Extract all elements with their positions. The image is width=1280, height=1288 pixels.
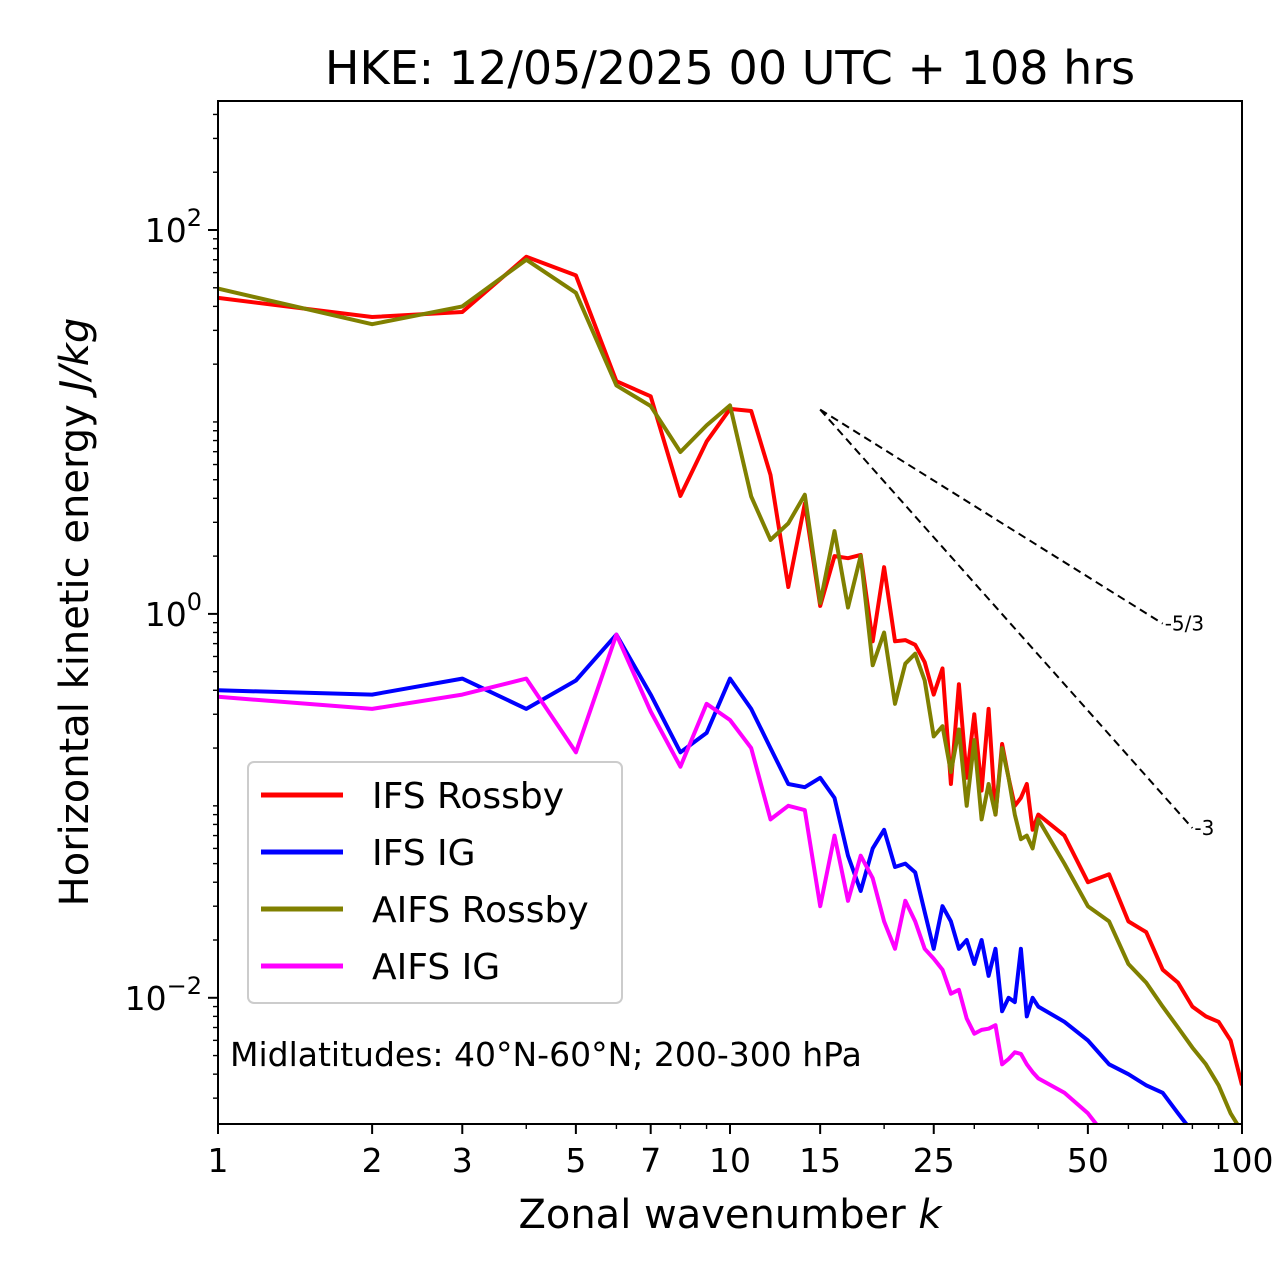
x-tick-label-8: 50 xyxy=(1067,1141,1109,1180)
reference-line-label-1: -3 xyxy=(1194,816,1214,840)
series-line-2 xyxy=(218,257,1240,1124)
x-tick-label-0: 1 xyxy=(208,1141,229,1180)
y-axis-label: Horizontal kinetic energy J/kg xyxy=(52,318,98,907)
reference-line-0 xyxy=(819,408,1164,625)
legend: IFS Rossby IFS IG AIFS Rossby AIFS IG xyxy=(247,761,623,1004)
x-tick-label-4: 7 xyxy=(640,1141,661,1180)
y-tick-label-0: 10−2 xyxy=(125,972,202,1018)
x-axis: 1 2 3 5 7 10 15 25 50 100 xyxy=(208,1124,1274,1180)
legend-label-0: IFS Rossby xyxy=(372,776,564,817)
x-tick-label-2: 3 xyxy=(452,1141,473,1180)
y-tick-label-1: 100 xyxy=(145,588,202,634)
series-line-3 xyxy=(218,632,1099,1124)
series-lines xyxy=(218,254,1242,1124)
reference-lines xyxy=(819,408,1194,829)
y-tick-label-2: 102 xyxy=(145,204,202,250)
reference-line-labels: -5/3 -3 xyxy=(1165,612,1215,840)
reference-line-1 xyxy=(819,408,1194,829)
legend-label-3: AIFS IG xyxy=(372,947,500,988)
x-tick-label-1: 2 xyxy=(362,1141,383,1180)
x-tick-label-6: 15 xyxy=(799,1141,841,1180)
region-annotation: Midlatitudes: 40°N-60°N; 200-300 hPa xyxy=(230,1035,862,1074)
x-tick-label-5: 10 xyxy=(709,1141,751,1180)
y-axis: 10−2 100 102 xyxy=(125,113,218,1099)
x-tick-label-7: 25 xyxy=(913,1141,955,1180)
series-line-1 xyxy=(218,632,1189,1124)
x-tick-label-9: 100 xyxy=(1211,1141,1274,1180)
chart-title: HKE: 12/05/2025 00 UTC + 108 hrs xyxy=(325,41,1135,95)
x-axis-label: Zonal wavenumber k xyxy=(518,1192,943,1238)
legend-label-1: IFS IG xyxy=(372,833,476,874)
legend-box xyxy=(247,761,623,1004)
reference-line-label-0: -5/3 xyxy=(1165,612,1204,636)
series-line-0 xyxy=(218,254,1242,1086)
x-tick-label-3: 5 xyxy=(565,1141,586,1180)
legend-label-2: AIFS Rossby xyxy=(372,890,589,931)
